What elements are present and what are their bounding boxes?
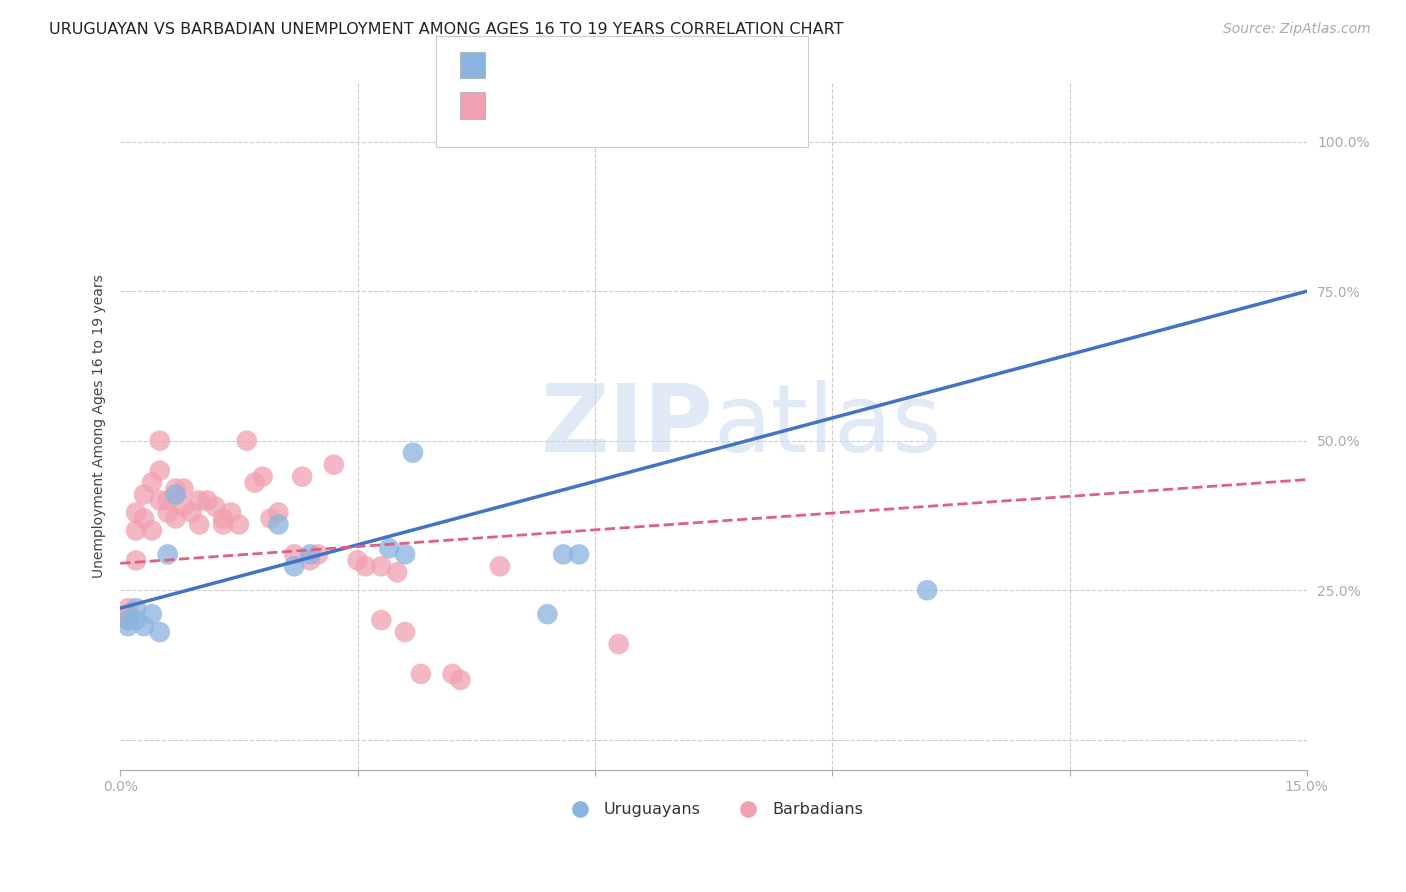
Point bbox=[267, 517, 290, 532]
Point bbox=[370, 613, 392, 627]
Point bbox=[173, 482, 195, 496]
Point bbox=[283, 559, 305, 574]
Point bbox=[125, 553, 148, 567]
Text: 0.322: 0.322 bbox=[538, 55, 600, 75]
Point bbox=[156, 547, 179, 561]
Text: N =: N = bbox=[619, 95, 662, 115]
Point bbox=[117, 613, 139, 627]
Text: atlas: atlas bbox=[713, 380, 942, 472]
Point bbox=[188, 517, 211, 532]
Text: 20: 20 bbox=[658, 55, 685, 75]
Point bbox=[370, 559, 392, 574]
Point bbox=[299, 547, 322, 561]
Point bbox=[378, 541, 401, 556]
Text: Source: ZipAtlas.com: Source: ZipAtlas.com bbox=[1223, 22, 1371, 37]
Point bbox=[219, 506, 242, 520]
Point bbox=[441, 667, 464, 681]
Point bbox=[394, 625, 416, 640]
Text: 0.121: 0.121 bbox=[538, 95, 600, 115]
Point bbox=[322, 458, 344, 472]
Point bbox=[212, 517, 235, 532]
Point bbox=[165, 511, 187, 525]
Point bbox=[236, 434, 259, 448]
Point bbox=[117, 619, 139, 633]
Point bbox=[915, 583, 938, 598]
Point bbox=[117, 601, 139, 615]
Point bbox=[132, 487, 155, 501]
Point bbox=[385, 566, 408, 580]
Point bbox=[212, 511, 235, 525]
Point bbox=[409, 667, 432, 681]
Point bbox=[394, 547, 416, 561]
Point bbox=[117, 613, 139, 627]
Point bbox=[307, 547, 329, 561]
Text: 49: 49 bbox=[658, 95, 685, 115]
Point bbox=[125, 613, 148, 627]
Point bbox=[141, 475, 163, 490]
Point bbox=[156, 493, 179, 508]
Point bbox=[299, 553, 322, 567]
Point bbox=[291, 469, 314, 483]
Point bbox=[188, 493, 211, 508]
Point bbox=[149, 625, 172, 640]
Point bbox=[449, 673, 471, 687]
Point bbox=[125, 524, 148, 538]
Point bbox=[243, 475, 266, 490]
Point bbox=[165, 487, 187, 501]
Point bbox=[156, 506, 179, 520]
Point bbox=[180, 506, 202, 520]
Point bbox=[402, 445, 425, 459]
Point bbox=[346, 553, 368, 567]
Text: R =: R = bbox=[499, 55, 541, 75]
Point bbox=[165, 482, 187, 496]
Point bbox=[173, 500, 195, 514]
Text: URUGUAYAN VS BARBADIAN UNEMPLOYMENT AMONG AGES 16 TO 19 YEARS CORRELATION CHART: URUGUAYAN VS BARBADIAN UNEMPLOYMENT AMON… bbox=[49, 22, 844, 37]
Y-axis label: Unemployment Among Ages 16 to 19 years: Unemployment Among Ages 16 to 19 years bbox=[93, 274, 107, 578]
Point bbox=[149, 493, 172, 508]
Point bbox=[252, 469, 274, 483]
Point bbox=[283, 547, 305, 561]
Point bbox=[132, 619, 155, 633]
Text: ZIP: ZIP bbox=[541, 380, 713, 472]
Point bbox=[125, 601, 148, 615]
Point bbox=[489, 559, 512, 574]
Point bbox=[536, 607, 558, 622]
Point bbox=[259, 511, 281, 525]
Point bbox=[204, 500, 226, 514]
Point bbox=[553, 547, 575, 561]
Point bbox=[125, 506, 148, 520]
Point bbox=[149, 434, 172, 448]
Point bbox=[141, 607, 163, 622]
Text: N =: N = bbox=[619, 55, 662, 75]
Legend: Uruguayans, Barbadians: Uruguayans, Barbadians bbox=[557, 796, 870, 823]
Point bbox=[228, 517, 250, 532]
Point bbox=[267, 506, 290, 520]
Point bbox=[607, 637, 630, 651]
Point bbox=[195, 493, 218, 508]
Point bbox=[354, 559, 377, 574]
Point bbox=[132, 511, 155, 525]
Point bbox=[568, 547, 591, 561]
Point bbox=[149, 464, 172, 478]
Point bbox=[117, 607, 139, 622]
Text: R =: R = bbox=[499, 95, 541, 115]
Point bbox=[141, 524, 163, 538]
